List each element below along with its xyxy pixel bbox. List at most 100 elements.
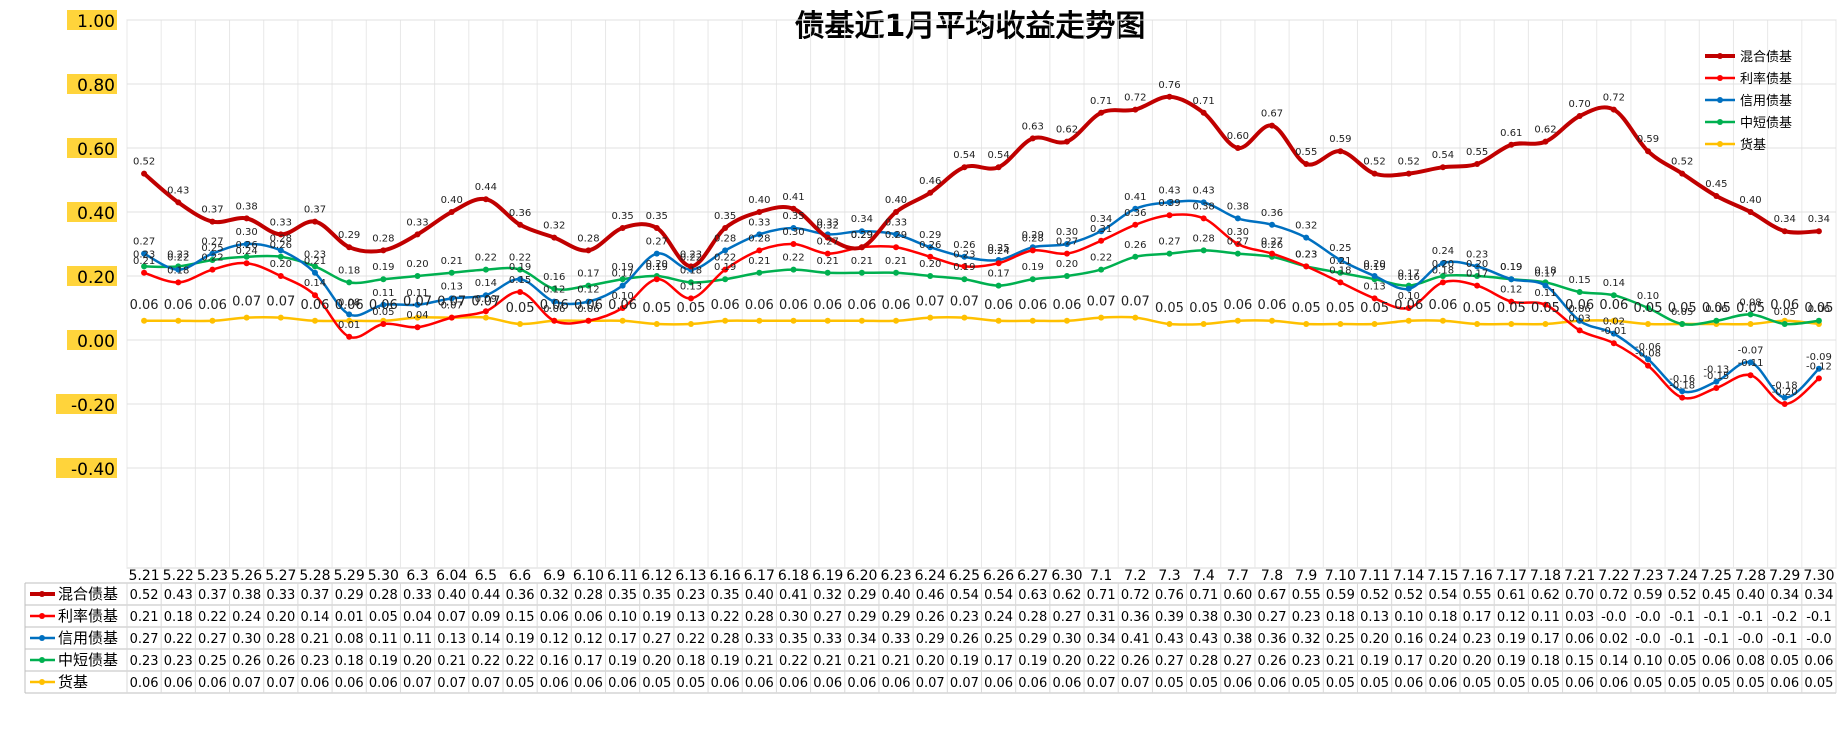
data-label: -0.15 (1703, 371, 1729, 382)
data-point (1303, 263, 1310, 270)
data-point (175, 266, 182, 273)
data-point (1029, 317, 1036, 324)
data-point (756, 317, 763, 324)
table-cell: 0.14 (1599, 654, 1628, 669)
table-cell: 0.09 (471, 610, 500, 625)
data-label: 0.35 (782, 211, 804, 222)
table-cell: 0.71 (1189, 588, 1218, 603)
data-label: 0.41 (1124, 192, 1146, 203)
category-label: 6.24 (915, 568, 946, 584)
data-point (722, 276, 729, 283)
legend-label: 混合债基 (1740, 50, 1792, 65)
data-label: 0.22 (782, 253, 804, 264)
table-cell: 0.06 (1599, 676, 1628, 691)
data-point (653, 276, 660, 283)
data-point (311, 218, 318, 225)
table-cell: 0.27 (642, 632, 671, 647)
data-point (346, 244, 353, 251)
data-label: 0.19 (714, 262, 736, 273)
table-cell: 0.20 (916, 654, 945, 669)
table-cell: 0.71 (1087, 588, 1116, 603)
data-point (824, 317, 831, 324)
table-cell: 0.06 (335, 676, 364, 691)
data-label: 0.27 (646, 237, 668, 248)
data-label: 0.21 (851, 256, 873, 267)
data-label: 0.59 (1637, 134, 1659, 145)
category-label: 7.18 (1530, 568, 1561, 584)
table-cell: 0.29 (1018, 632, 1047, 647)
data-label: 0.52 (133, 157, 155, 168)
data-point (1439, 260, 1446, 267)
table-cell: 0.20 (1428, 654, 1457, 669)
data-label: 0.27 (201, 237, 223, 248)
data-label: 0.29 (851, 230, 873, 241)
table-cell: 0.22 (711, 610, 740, 625)
data-point (893, 269, 900, 276)
data-label: 0.21 (817, 256, 839, 267)
table-cell: 0.13 (1360, 610, 1389, 625)
table-cell: 0.01 (335, 610, 364, 625)
data-label: 0.46 (919, 176, 941, 187)
data-point (995, 164, 1002, 171)
data-point (380, 321, 387, 327)
data-point (961, 253, 968, 260)
table-cell: 0.59 (1326, 588, 1355, 603)
table-cell: 0.33 (403, 588, 432, 603)
data-point (1610, 106, 1617, 113)
table-cell: 0.39 (1155, 610, 1184, 625)
table-cell: 0.20 (1052, 654, 1081, 669)
category-label: 5.30 (368, 568, 399, 584)
data-point (1098, 237, 1105, 244)
table-cell: 0.52 (130, 588, 159, 603)
data-label: 0.27 (1056, 237, 1078, 248)
data-labels-series-5: 0.06 0.06 0.06 0.07 0.07 0.06 0.06 0.06 0.07 0.07… (130, 295, 1834, 316)
data-point (722, 225, 729, 231)
data-label: 0.06 (779, 298, 808, 313)
data-point (1098, 109, 1105, 116)
data-label: -0.18 (1772, 381, 1798, 392)
data-point (1576, 317, 1583, 324)
table-cell: 0.06 (130, 676, 159, 691)
table-cell: 0.15 (1565, 654, 1594, 669)
table-cell: 0.19 (950, 654, 979, 669)
table-cell: 0.06 (1428, 676, 1457, 691)
data-point (551, 285, 558, 292)
data-point (687, 295, 694, 302)
data-label: 0.55 (1295, 147, 1317, 158)
category-label: 6.27 (1017, 568, 1048, 584)
table-cell: 0.24 (984, 610, 1013, 625)
table-legend-marker (39, 679, 45, 685)
data-point (1781, 321, 1788, 327)
table-cell: 0.45 (1702, 588, 1731, 603)
data-point (380, 247, 387, 254)
data-label: 0.36 (1124, 208, 1146, 219)
data-label: 0.23 (133, 249, 155, 260)
data-label: 0.62 (1534, 125, 1556, 136)
table-cell: 0.06 (1804, 654, 1833, 669)
table-cell: 0.22 (198, 610, 227, 625)
table-cell: 0.05 (676, 676, 705, 691)
table-cell: 0.06 (198, 676, 227, 691)
data-point (1713, 193, 1720, 199)
data-label: 0.29 (1022, 230, 1044, 241)
table-cell: 0.35 (642, 588, 671, 603)
table-cell: 0.16 (540, 654, 569, 669)
data-point (1645, 356, 1652, 363)
data-label: 0.06 (1223, 298, 1252, 313)
table-cell: 0.62 (1531, 588, 1560, 603)
table-cell: 0.13 (676, 610, 705, 625)
table-cell: 0.04 (403, 610, 432, 625)
data-point (517, 276, 524, 283)
data-point (619, 305, 626, 311)
data-label: 0.33 (270, 217, 292, 228)
data-point (1166, 250, 1173, 257)
y-axis-ticks: 1.00 0.80 0.60 0.40 0.20 0.00 -0.20 -0.40 (56, 10, 117, 480)
data-point (722, 266, 729, 273)
table-cell: 0.08 (335, 632, 364, 647)
category-label: 6.23 (880, 568, 911, 584)
data-label: 0.13 (1363, 281, 1385, 292)
legend-label: 利率债基 (1740, 71, 1792, 87)
data-point (653, 225, 660, 231)
table-cell: 0.12 (574, 632, 603, 647)
